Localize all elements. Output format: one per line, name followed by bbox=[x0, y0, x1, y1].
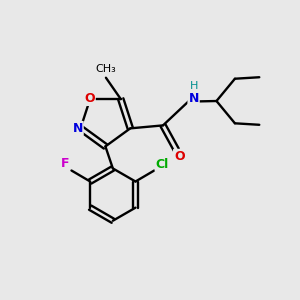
Text: F: F bbox=[60, 157, 69, 170]
Text: O: O bbox=[84, 92, 95, 105]
Text: N: N bbox=[72, 122, 83, 135]
Text: O: O bbox=[174, 150, 184, 163]
Text: H: H bbox=[189, 81, 198, 91]
Text: N: N bbox=[188, 92, 199, 105]
Text: CH₃: CH₃ bbox=[95, 64, 116, 74]
Text: Cl: Cl bbox=[156, 158, 169, 171]
